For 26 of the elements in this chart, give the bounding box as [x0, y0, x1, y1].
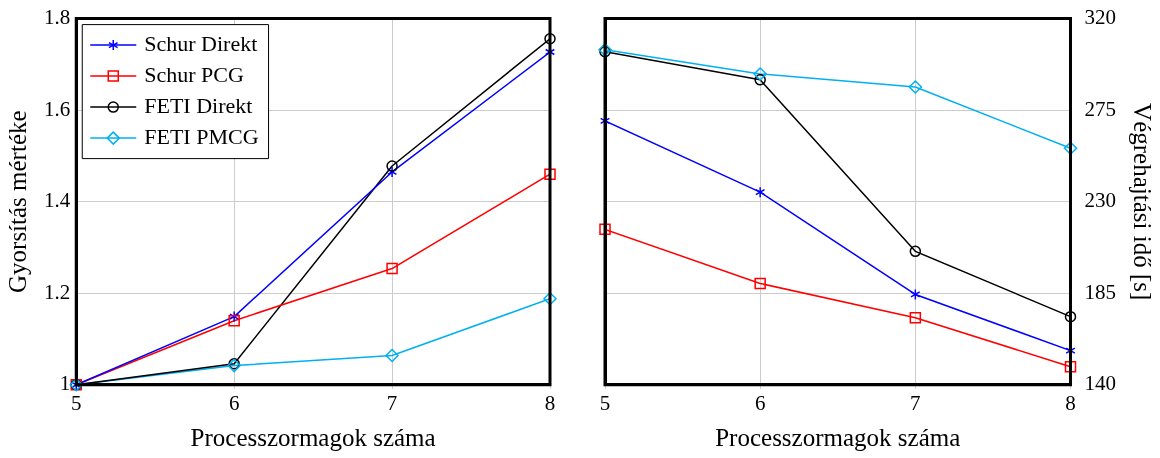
y-tick-label: 1.6 [44, 96, 71, 121]
y-tick-label: 1.8 [44, 5, 71, 30]
y-axis-title: Gyorsítás mértéke [3, 110, 31, 293]
x-tick-label: 5 [71, 390, 82, 415]
x-tick-label: 7 [910, 390, 921, 415]
y-tick-label: 1.2 [44, 279, 71, 304]
x-tick-label: 8 [544, 390, 556, 415]
x-axis-title: Processzormagok száma [190, 423, 436, 451]
y2-tick-label: 230 [1084, 188, 1116, 213]
y2-tick-label: 140 [1084, 371, 1116, 396]
legend-label: FETI Direkt [144, 92, 253, 118]
legend-label: FETI PMCG [144, 123, 259, 149]
x-axis-title: Processzormagok száma [715, 423, 961, 451]
x-tick-label: 6 [754, 390, 766, 415]
legend-label: Schur PCG [144, 61, 244, 87]
y2-tick-label: 275 [1084, 96, 1116, 121]
x-tick-label: 8 [1065, 390, 1076, 415]
y2-tick-label: 185 [1084, 279, 1116, 304]
x-tick-label: 6 [228, 390, 240, 415]
x-tick-label: 7 [386, 390, 398, 415]
y-tick-label: 1 [59, 371, 71, 396]
y-tick-label: 1.4 [44, 188, 71, 213]
x-tick-label: 5 [599, 390, 611, 415]
y2-axis-title: Végrehajtási idő [s] [1129, 103, 1157, 301]
y2-tick-label: 320 [1084, 5, 1116, 30]
legend-label: Schur Direkt [144, 30, 258, 56]
